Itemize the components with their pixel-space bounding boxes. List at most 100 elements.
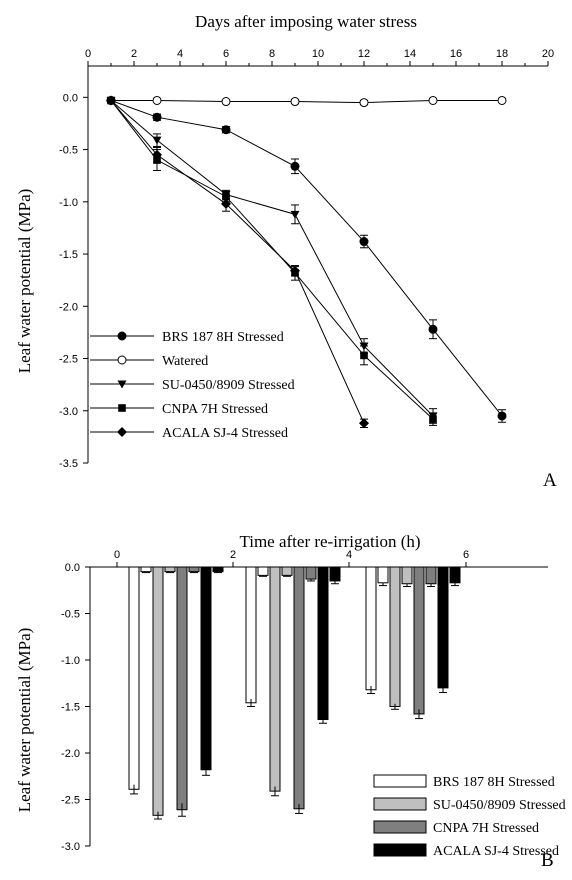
chart-b: Time after re-irrigation (h) Leaf water …: [15, 532, 566, 871]
chart-b-bar-watered: [377, 566, 389, 584]
chart-b-legend-label: ACALA SJ-4 Stressed: [433, 844, 559, 859]
chart-a-legend-label: BRS 187 8H Stressed: [162, 330, 284, 345]
chart-a-x-tick-label: 20: [542, 48, 554, 60]
chart-a-x-tick-label: 18: [496, 48, 508, 60]
chart-a-point: [152, 112, 162, 122]
chart-a-series-0: [106, 95, 507, 423]
chart-a-point: [221, 125, 231, 135]
chart-a-point: [152, 136, 162, 145]
chart-b-bar-stressed: [245, 566, 257, 704]
chart-a-x-tick-label: 2: [131, 48, 137, 60]
chart-a-point: [152, 95, 162, 105]
chart-a-point: [290, 210, 300, 219]
chart-b-legend-label: CNPA 7H Stressed: [433, 821, 539, 836]
chart-a-legend-marker: [117, 355, 127, 365]
chart-b-bar-stressed: [200, 566, 212, 771]
chart-b-series-1: [152, 566, 413, 820]
chart-a-ylabel: Leaf water potential (MPa): [15, 189, 34, 374]
chart-b-y-tick-label: -0.5: [61, 609, 80, 621]
chart-a-legend-marker: [118, 404, 126, 412]
chart-a-legend-label: ACALA SJ-4 Stressed: [162, 426, 288, 441]
chart-b-bar-watered: [401, 566, 413, 585]
chart-a-point: [106, 95, 116, 106]
chart-b-y-tick-label: -1.0: [61, 655, 80, 667]
chart-a-x-tick-label: 14: [404, 48, 416, 60]
chart-b-y-tick-label: -3.0: [61, 841, 80, 853]
chart-b-panel-label: B: [541, 850, 554, 871]
chart-b-bar-watered: [449, 566, 461, 584]
chart-a-x-tick-label: 16: [450, 48, 462, 60]
chart-a-legend-label: CNPA 7H Stressed: [162, 402, 268, 417]
chart-a-point: [360, 351, 368, 360]
chart-a-y-tick-label: -0.5: [59, 145, 78, 157]
chart-a-point: [290, 97, 300, 107]
chart-a-point: [497, 411, 507, 421]
chart-a-y-tick-label: 0.0: [63, 92, 78, 104]
chart-a-panel-label: A: [543, 470, 557, 491]
chart-a-legend-label: SU-0450/8909 Stressed: [162, 378, 295, 393]
chart-b-legend-swatch: [373, 797, 427, 811]
chart-b-bar-watered: [305, 566, 317, 580]
chart-b-legend-swatch: [373, 774, 427, 788]
chart-b-bar-stressed: [128, 566, 140, 790]
chart-a-series-line: [111, 99, 502, 104]
chart-a-legend-marker: [117, 427, 127, 437]
chart-b-y-tick-label: 0.0: [65, 562, 80, 574]
chart-a-y-tick-label: -1.5: [59, 249, 78, 261]
chart-b-title: Time after re-irrigation (h): [239, 532, 420, 551]
chart-a-point: [221, 198, 231, 209]
chart-b-series-3: [200, 566, 461, 776]
chart-a-point: [429, 415, 437, 423]
chart-a-x-tick-label: 6: [223, 48, 229, 60]
chart-a-x-tick-label: 4: [177, 48, 183, 60]
chart-b-bar-stressed: [413, 566, 425, 715]
chart-a-series-1: [106, 95, 507, 108]
chart-b-bar-stressed: [293, 566, 305, 810]
chart-b-bar-stressed: [152, 566, 164, 816]
chart-b-bar-watered: [257, 566, 269, 576]
chart-a-point: [359, 418, 369, 429]
chart-b-bar-watered: [164, 566, 176, 573]
chart-a-y-tick-label: -2.0: [59, 301, 78, 313]
chart-a-point: [428, 95, 438, 105]
chart-b-x-tick-label: 2: [230, 549, 236, 561]
chart-b-y-tick-label: -2.5: [61, 795, 80, 807]
chart-a-legend-label: Watered: [162, 354, 208, 369]
chart-b-bar-watered: [140, 566, 152, 573]
chart-a-x-tick-label: 12: [358, 48, 370, 60]
chart-a-title: Days after imposing water stress: [195, 12, 417, 31]
chart-b-series-0: [128, 566, 389, 795]
chart-b-bar-watered: [329, 566, 341, 582]
chart-a-series-line: [110, 100, 434, 417]
chart-b-y-tick-label: -1.5: [61, 702, 80, 714]
chart-b-y-tick-label: -2.0: [61, 748, 80, 760]
chart-a-series-4: [106, 95, 369, 429]
chart-a-series-2: [106, 96, 438, 424]
chart-a-y-tick-label: -3.5: [59, 458, 78, 470]
chart-a-y-tick-label: -3.0: [59, 406, 78, 418]
chart-a-y-tick-label: -1.0: [59, 197, 78, 209]
chart-b-bar-stressed: [269, 566, 281, 792]
chart-b-bar-stressed: [365, 566, 377, 691]
chart-b-legend-swatch: [373, 820, 427, 834]
chart-b-bar-stressed: [317, 566, 329, 721]
chart-b-bar-watered: [212, 566, 224, 573]
chart-b-legend-swatch: [373, 843, 427, 857]
chart-b-series-2: [176, 566, 437, 817]
chart-a-x-tick-label: 10: [312, 48, 324, 60]
chart-b-bar-stressed: [389, 566, 401, 707]
chart-a-point: [290, 265, 300, 276]
chart-b-legend-label: BRS 187 8H Stressed: [433, 775, 555, 790]
chart-a: Days after imposing water stress Leaf wa…: [15, 12, 557, 491]
chart-b-bar-watered: [281, 566, 293, 576]
chart-a-point: [497, 95, 507, 105]
chart-b-bar-watered: [188, 566, 200, 573]
chart-a-point: [152, 149, 162, 160]
chart-a-point: [428, 324, 438, 334]
chart-a-point: [221, 97, 231, 107]
chart-a-point: [290, 161, 300, 171]
chart-a-point: [359, 237, 369, 247]
chart-a-y-tick-label: -2.5: [59, 354, 78, 366]
chart-a-legend-marker: [117, 380, 127, 389]
